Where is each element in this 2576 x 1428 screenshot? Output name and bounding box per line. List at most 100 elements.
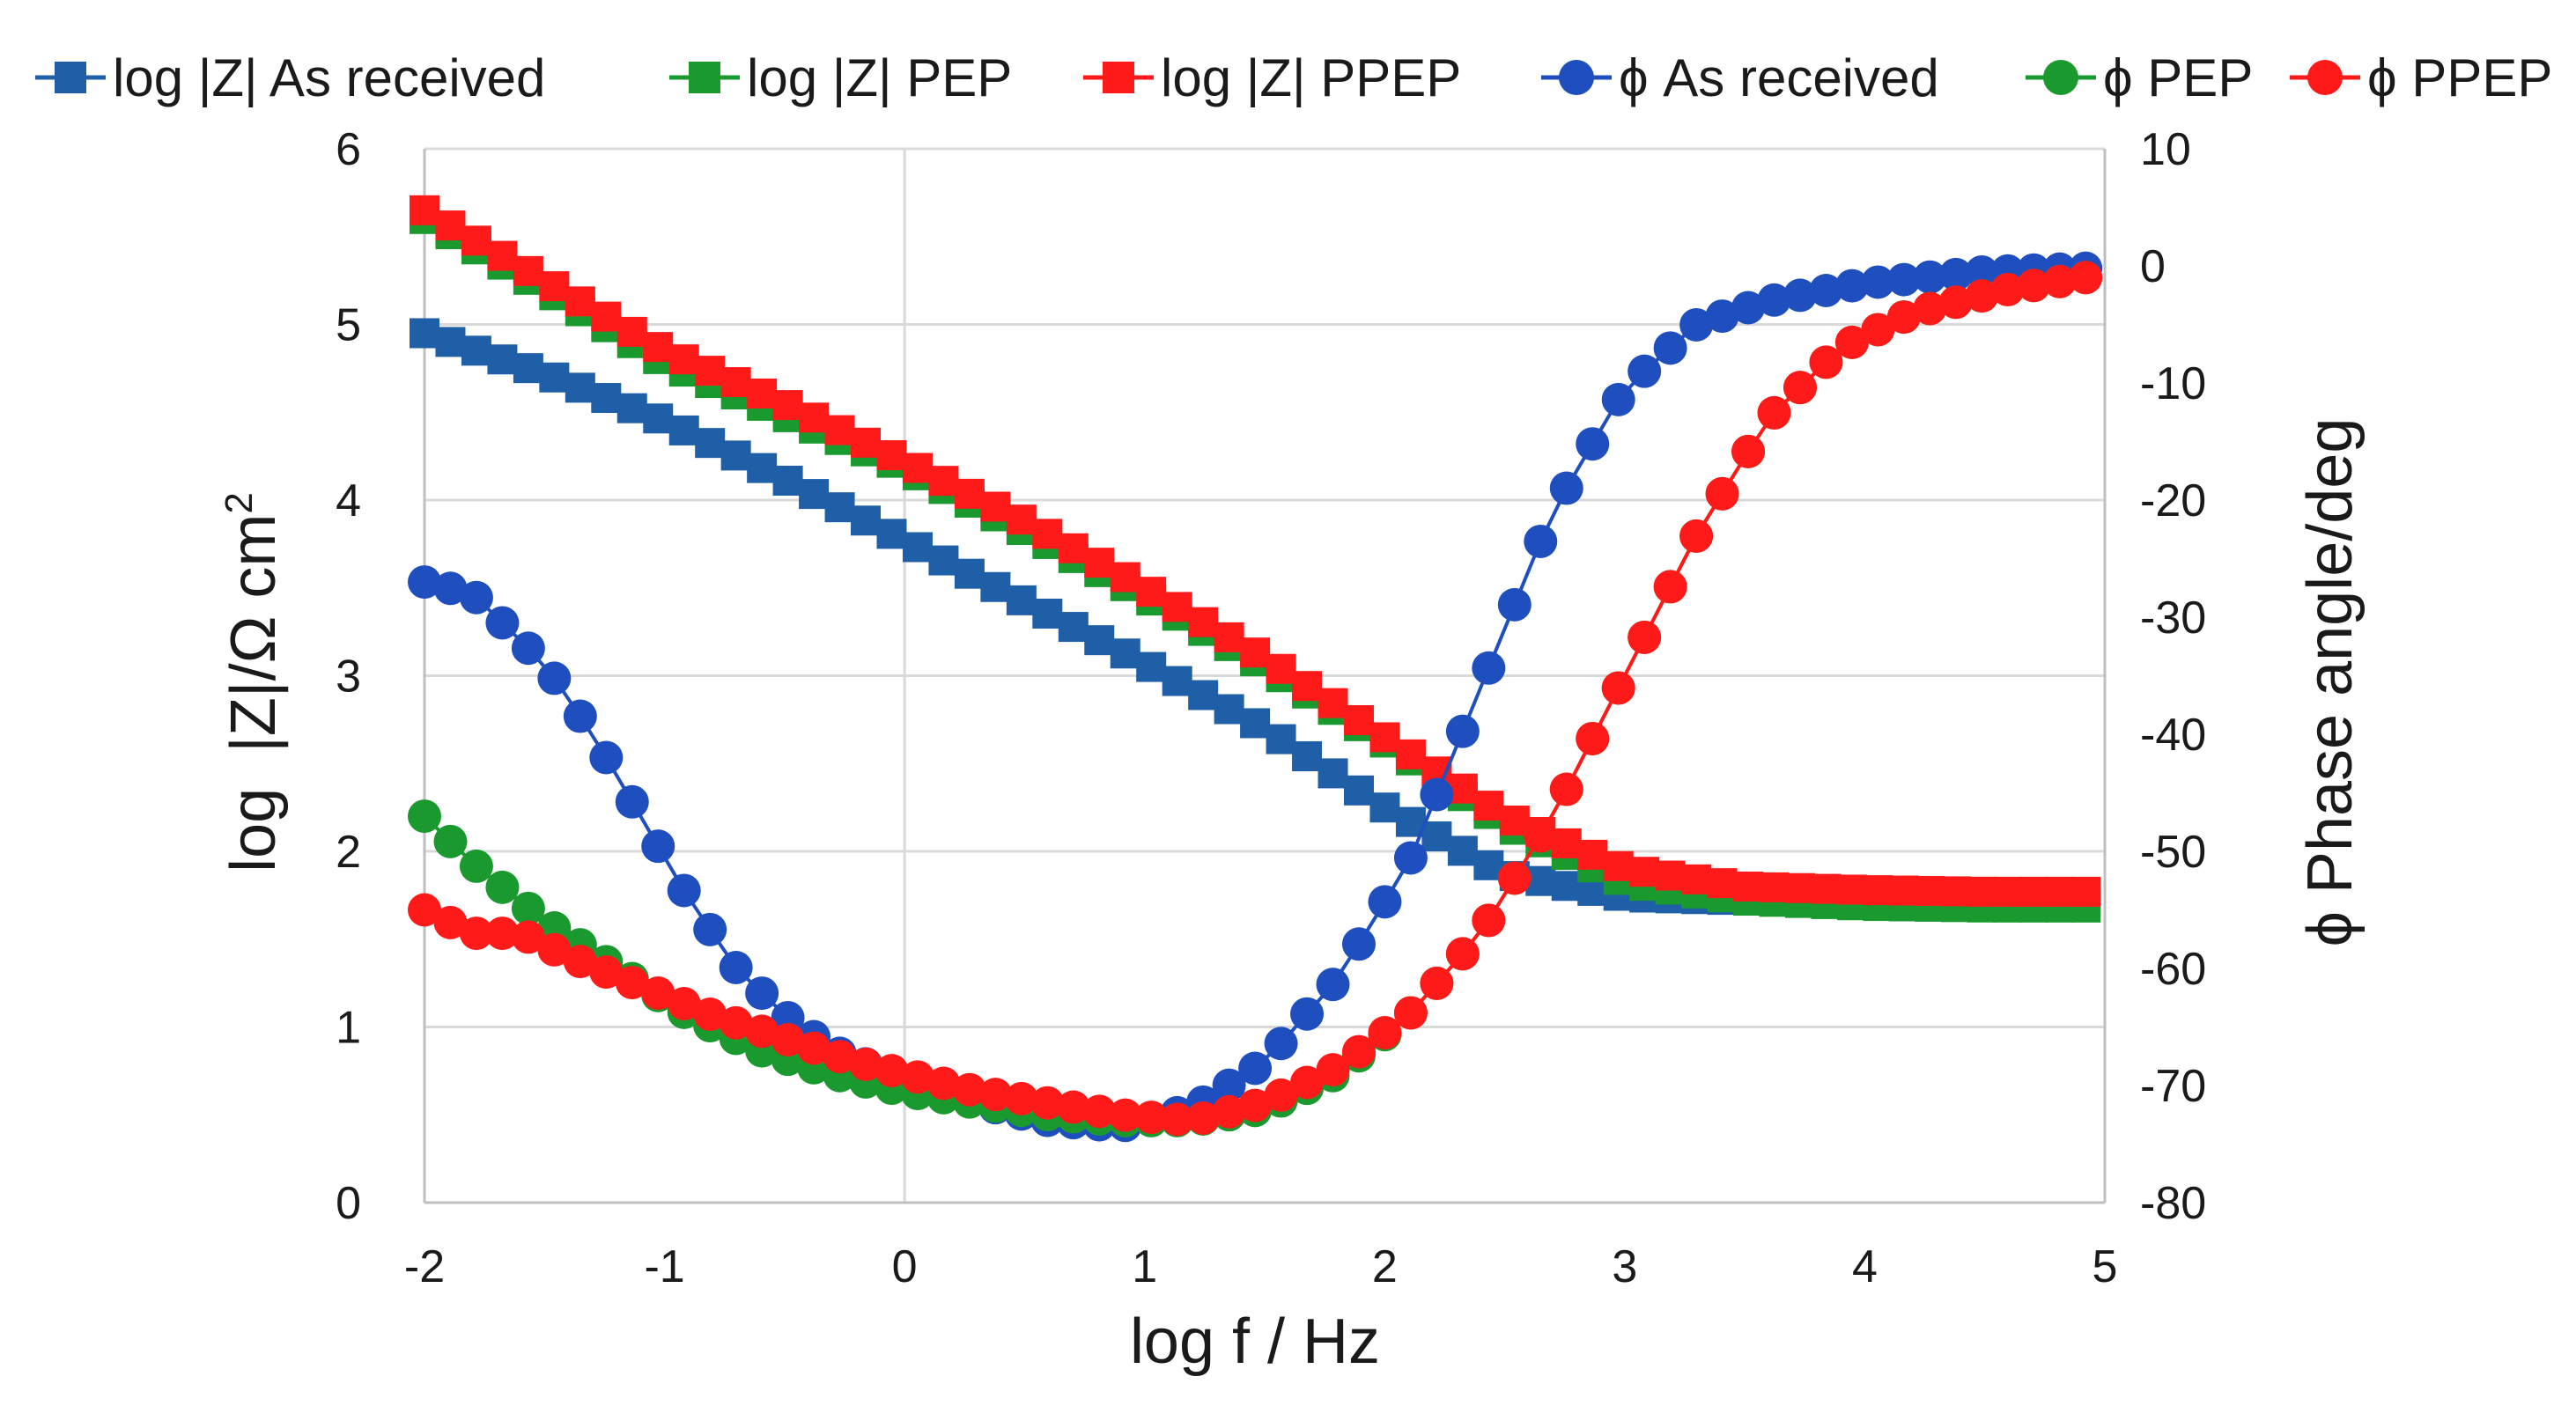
data-point xyxy=(875,1054,909,1088)
data-point xyxy=(1162,666,1192,696)
data-point xyxy=(1445,937,1480,971)
data-point xyxy=(1058,533,1089,563)
data-point xyxy=(1809,345,1843,379)
data-point xyxy=(1757,395,1791,430)
right-y-tick-label: 10 xyxy=(2140,124,2191,175)
data-point xyxy=(1783,371,1818,405)
data-point xyxy=(1497,861,1532,895)
data-point xyxy=(849,1047,883,1081)
data-point xyxy=(1992,876,2023,907)
data-point xyxy=(1292,671,1323,702)
data-point xyxy=(1214,622,1244,652)
data-point xyxy=(1834,325,1869,359)
data-point xyxy=(1369,792,1400,823)
data-point xyxy=(1576,721,1610,755)
legend-marker xyxy=(689,62,720,93)
data-point xyxy=(1811,873,1842,904)
right-y-tick-label: -20 xyxy=(2140,475,2206,526)
data-point xyxy=(772,465,803,496)
left-y-tick-label: 6 xyxy=(336,124,361,175)
legend-marker xyxy=(2043,60,2078,95)
data-point xyxy=(1186,1100,1221,1135)
right-y-tick-label: -50 xyxy=(2140,827,2206,878)
data-point xyxy=(433,571,468,606)
data-point xyxy=(1006,504,1037,535)
right-y-axis-title: ϕ Phase angle/deg xyxy=(2295,418,2366,947)
data-point xyxy=(1731,434,1766,468)
data-point xyxy=(1240,708,1271,739)
data-point xyxy=(1318,688,1348,718)
data-point xyxy=(459,916,493,951)
data-point xyxy=(1290,997,1325,1031)
data-point xyxy=(720,367,751,398)
data-point xyxy=(485,606,520,640)
data-point xyxy=(719,951,753,985)
data-point xyxy=(1445,714,1480,748)
data-point xyxy=(926,1066,961,1100)
data-point xyxy=(643,332,674,363)
data-point xyxy=(1707,868,1738,899)
data-point xyxy=(1473,791,1504,821)
data-point xyxy=(1861,265,1895,299)
data-point xyxy=(1084,548,1115,578)
data-point xyxy=(1188,680,1219,710)
data-point xyxy=(1549,471,1583,505)
data-point xyxy=(851,505,882,536)
data-point xyxy=(485,916,520,951)
series-phase-5 xyxy=(408,261,2103,1137)
series-line xyxy=(423,217,2086,909)
data-point xyxy=(1188,607,1219,637)
data-point xyxy=(1861,313,1895,347)
data-point xyxy=(487,344,518,375)
data-point xyxy=(668,415,699,445)
data-point xyxy=(408,799,441,834)
right-y-tick-label: -40 xyxy=(2140,710,2206,761)
data-point xyxy=(851,427,882,458)
data-point xyxy=(1965,279,1999,313)
right-y-tick-label: -30 xyxy=(2140,593,2206,644)
tick-labels: -2 -1 0 1 2 3 4 50123456-80-70-60-50-40-30-20-1… xyxy=(336,124,2206,1292)
data-point xyxy=(1938,257,1973,291)
data-point xyxy=(1316,968,1350,1002)
data-point xyxy=(1420,966,1454,1000)
data-point xyxy=(772,390,803,421)
data-point xyxy=(1705,299,1739,334)
data-point xyxy=(589,740,624,775)
left-y-tick-label: 0 xyxy=(336,1178,361,1229)
data-point xyxy=(539,362,570,393)
data-point xyxy=(1628,354,1662,388)
data-point xyxy=(1084,625,1115,656)
data-point xyxy=(1420,777,1454,812)
data-point xyxy=(591,301,622,332)
data-point xyxy=(1212,1068,1246,1102)
data-point xyxy=(1733,872,1764,902)
data-point xyxy=(1705,476,1739,511)
data-point xyxy=(747,453,778,483)
data-point xyxy=(1629,857,1660,887)
legend-marker xyxy=(55,62,86,93)
data-point xyxy=(1888,875,1919,906)
data-point xyxy=(1576,427,1610,461)
data-point xyxy=(1524,524,1558,558)
data-point xyxy=(1134,1100,1169,1135)
left-y-axis-title-main: |Z|/Ω cm xyxy=(218,514,289,753)
data-point xyxy=(511,920,545,954)
data-point xyxy=(641,829,675,864)
data-point xyxy=(1032,598,1063,629)
data-point xyxy=(1655,860,1686,891)
data-point xyxy=(1938,285,1973,320)
data-point xyxy=(720,440,751,471)
data-point xyxy=(1240,637,1271,668)
series-layer xyxy=(408,195,2103,1143)
data-point xyxy=(1056,1090,1090,1124)
data-point xyxy=(1368,885,1402,919)
data-point xyxy=(565,372,595,403)
data-point xyxy=(928,466,959,497)
right-y-tick-label: -70 xyxy=(2140,1061,2206,1112)
data-point xyxy=(1264,1078,1298,1112)
legend-marker xyxy=(2307,60,2343,95)
data-point xyxy=(745,1014,779,1049)
data-point xyxy=(1785,872,1816,903)
x-tick-label: 1 xyxy=(1132,1241,1157,1292)
data-point xyxy=(459,849,493,883)
